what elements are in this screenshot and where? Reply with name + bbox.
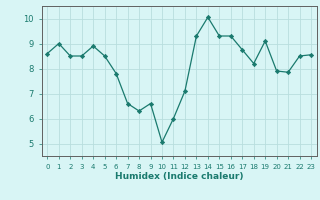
X-axis label: Humidex (Indice chaleur): Humidex (Indice chaleur) (115, 172, 244, 181)
